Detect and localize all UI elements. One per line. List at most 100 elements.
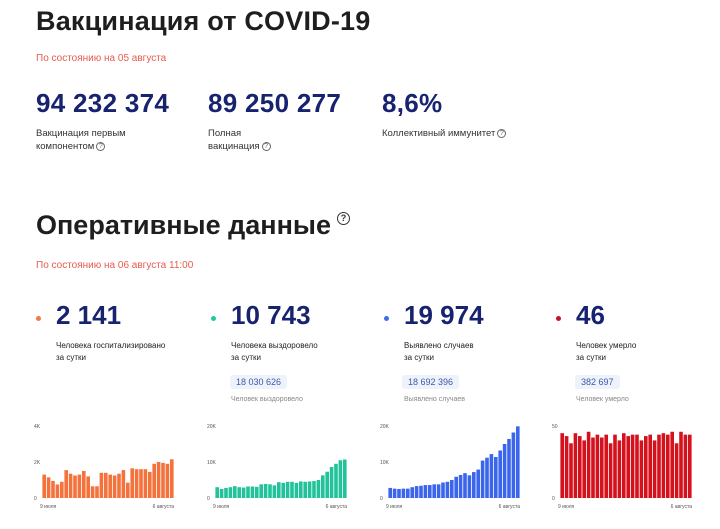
bar xyxy=(316,480,321,498)
cases-total-label: Выявлено случаев xyxy=(404,396,465,403)
x-tick-label: 6 августа xyxy=(326,504,348,510)
help-icon[interactable]: ? xyxy=(336,212,350,225)
bar xyxy=(432,484,436,498)
bar xyxy=(489,454,494,498)
cases-dot-icon xyxy=(384,316,389,321)
x-tick-label: 6 августа xyxy=(671,504,693,510)
bar xyxy=(472,472,476,498)
bar xyxy=(674,443,679,498)
bar xyxy=(450,480,454,498)
hospitalized-label: Человека госпитализировано за сутки xyxy=(56,341,166,362)
bar xyxy=(573,433,578,498)
page-title: Вакцинация от COVID-19 xyxy=(36,6,371,36)
bar xyxy=(46,477,51,498)
cases-label: Выявлено случаев за сутки xyxy=(404,341,474,362)
stat-label: Полная вакцинация? xyxy=(208,127,341,153)
bar xyxy=(436,484,441,498)
bar xyxy=(688,434,692,498)
bar xyxy=(564,436,569,498)
bar xyxy=(77,474,82,498)
stat-value: 94 232 374 xyxy=(36,88,170,118)
bar xyxy=(498,450,502,498)
x-tick-label: 6 августа xyxy=(153,504,175,510)
bar xyxy=(117,473,121,498)
bar xyxy=(170,459,174,498)
bar xyxy=(397,489,401,498)
stat-value: 89 250 277 xyxy=(208,88,342,118)
bar xyxy=(626,436,630,498)
recovered-value: 10 743 xyxy=(231,300,311,330)
operational-date: По состоянию на 06 августа 11:00 xyxy=(36,260,194,271)
bar xyxy=(312,481,316,498)
y-tick-label: 4K xyxy=(34,424,41,430)
bar xyxy=(99,472,104,498)
bar xyxy=(639,440,644,498)
help-icon[interactable]: ? xyxy=(261,141,271,151)
help-icon[interactable]: ? xyxy=(96,141,106,151)
bar xyxy=(608,443,613,498)
bar xyxy=(467,475,472,498)
bar xyxy=(569,443,573,498)
bar xyxy=(622,433,626,498)
x-tick-label: 9 июля xyxy=(40,504,57,510)
stat-full-vaccination: 89 250 277 Полная вакцинация? xyxy=(208,88,341,153)
bar xyxy=(683,434,688,498)
cases-total: 18 692 396 xyxy=(402,375,460,389)
bar xyxy=(652,440,657,498)
help-icon[interactable]: ? xyxy=(497,128,507,138)
bar xyxy=(55,484,60,498)
stat-value: 8,6% xyxy=(382,88,443,118)
y-tick-label: 10K xyxy=(380,460,390,466)
bar xyxy=(463,473,467,498)
recovered-dot-icon xyxy=(211,316,216,321)
hospitalized-bar-chart: 4K 2K 09 июля 6 августа xyxy=(34,424,175,510)
bar xyxy=(268,484,272,498)
x-tick-label: 6 августа xyxy=(499,504,521,510)
x-tick-label: 9 июля xyxy=(213,504,230,510)
hospitalized-value: 2 141 xyxy=(56,300,122,330)
bar xyxy=(152,463,156,498)
bar xyxy=(148,471,152,498)
bar xyxy=(68,473,73,498)
bar xyxy=(299,481,303,498)
bar xyxy=(502,444,507,498)
bar xyxy=(485,457,489,498)
recovered-bar-chart: 20K 10K 09 июля 6 августа xyxy=(207,424,348,510)
bar xyxy=(42,474,46,498)
bar xyxy=(64,470,68,498)
bar xyxy=(516,426,520,498)
cases-bar-chart: 20K 10K 09 июля 6 августа xyxy=(380,424,521,510)
stat-herd-immunity: 8,6% Коллективный иммунитет? xyxy=(382,88,507,140)
bar xyxy=(294,482,299,498)
bar xyxy=(161,462,165,498)
bar xyxy=(578,436,582,498)
recovered-chart: 20K 10K 0 9 июля 6 августа xyxy=(207,420,357,524)
deaths-value: 46 xyxy=(576,300,605,330)
bar xyxy=(410,487,414,498)
bar xyxy=(303,481,307,498)
deaths-dot-icon xyxy=(556,316,561,321)
bar xyxy=(617,440,622,498)
bar xyxy=(250,486,255,498)
bar xyxy=(586,431,591,498)
bar xyxy=(454,476,458,498)
stat-label: Вакцинация первым компонентом? xyxy=(36,128,126,152)
bar xyxy=(143,469,148,498)
bar xyxy=(423,485,428,498)
bar xyxy=(458,474,463,498)
bar xyxy=(233,486,237,498)
bar xyxy=(82,471,86,498)
recovered-total: 18 030 626 xyxy=(230,375,288,389)
bar xyxy=(165,463,170,498)
bar xyxy=(329,467,334,498)
deaths-total: 382 697 xyxy=(575,375,620,389)
bar xyxy=(95,486,99,498)
hospitalized-chart: 4K 2K 0 9 июля 6 августа xyxy=(34,420,184,524)
bar xyxy=(661,433,666,498)
bar xyxy=(156,462,161,498)
deaths-label: Человек умерло за сутки xyxy=(576,341,637,362)
bar xyxy=(613,434,617,498)
bar xyxy=(112,475,117,498)
bar xyxy=(130,468,134,498)
bar xyxy=(121,470,126,498)
